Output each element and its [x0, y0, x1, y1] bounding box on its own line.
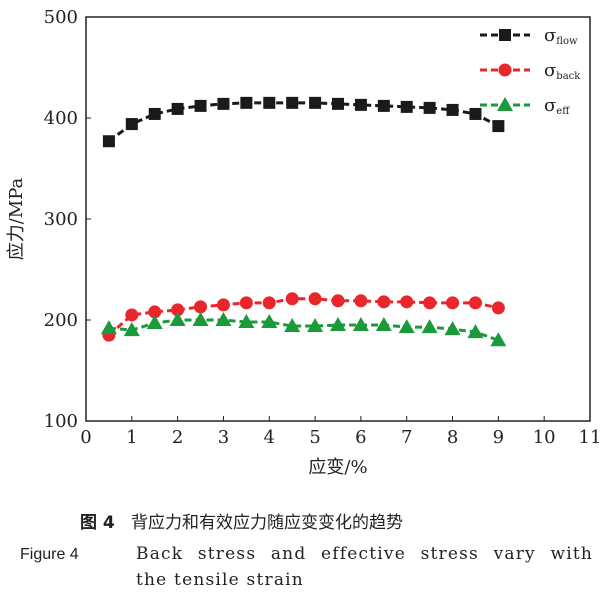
y-tick-label: 500: [44, 7, 78, 28]
x-tick-label: 1: [126, 427, 137, 448]
data-point-back: [194, 300, 208, 314]
x-tick-label: 0: [80, 427, 91, 448]
x-tick-label: 11: [579, 427, 602, 448]
caption-cn: 图 4 背应力和有效应力随应变变化的趋势: [80, 508, 403, 533]
data-point-back: [239, 296, 253, 310]
data-point-back: [285, 292, 299, 306]
data-point-back: [216, 298, 230, 312]
caption-cn-text: 背应力和有效应力随应变变化的趋势: [130, 513, 403, 533]
data-point-eff: [352, 317, 369, 332]
data-point-back: [308, 292, 322, 306]
legend-label-eff: σeff: [544, 95, 570, 117]
legend-label-flow: σflow: [544, 25, 578, 47]
legend-marker-flow: [499, 29, 511, 41]
chart: 0 1 2 3 4 5 6 7 8 9 10 11 100 200 300 400 500 应变/% 应力/MPa σ…: [6, 7, 602, 478]
data-point-flow: [194, 99, 207, 112]
data-point-back: [331, 294, 345, 308]
caption-en-line1: Back stress and effective stress vary wi…: [136, 544, 594, 564]
data-point-flow: [148, 107, 161, 120]
x-tick-label: 4: [264, 427, 275, 448]
x-tick-label: 10: [533, 427, 556, 448]
caption-en-label: Figure 4: [20, 546, 79, 563]
data-point-back: [446, 296, 460, 310]
data-point-eff: [146, 315, 163, 330]
x-axis-label: 应变/%: [308, 457, 367, 478]
data-point-eff: [467, 324, 484, 339]
data-point-flow: [423, 101, 436, 114]
data-point-eff: [261, 314, 278, 329]
y-tick-label: 400: [44, 108, 78, 129]
data-point-flow: [354, 98, 367, 111]
data-point-eff: [123, 322, 140, 337]
caption-cn-label: 图 4: [80, 513, 115, 533]
data-point-back: [491, 301, 505, 315]
data-point-flow: [446, 103, 459, 116]
data-point-flow: [263, 96, 276, 109]
legend-label-back: σback: [544, 60, 581, 82]
x-tick-label: 6: [355, 427, 366, 448]
data-point-flow: [377, 99, 390, 112]
data-point-flow: [492, 120, 505, 133]
data-point-eff: [444, 321, 461, 336]
caption-en-line2: the tensile strain: [136, 570, 304, 590]
y-tick-label: 100: [44, 411, 78, 432]
data-point-eff: [490, 332, 507, 347]
x-tick-label: 2: [172, 427, 183, 448]
legend-marker-back: [498, 63, 512, 77]
y-tick-label: 300: [44, 209, 78, 230]
y-tick-label: 200: [44, 310, 78, 331]
y-axis-label: 应力/MPa: [6, 177, 27, 260]
data-point-back: [262, 296, 276, 310]
series-line-eff: [108, 318, 499, 342]
x-tick-label: 3: [218, 427, 229, 448]
data-point-flow: [125, 118, 138, 131]
legend-marker-eff: [497, 97, 513, 111]
data-point-back: [400, 295, 414, 309]
data-point-eff: [375, 317, 392, 332]
data-point-flow: [102, 135, 115, 148]
data-point-back: [171, 303, 185, 317]
data-point-back: [354, 294, 368, 308]
x-tick-label: 5: [309, 427, 320, 448]
data-point-back: [423, 296, 437, 310]
data-point-back: [377, 295, 391, 309]
data-point-flow: [240, 96, 253, 109]
data-point-flow: [171, 102, 184, 115]
data-point-flow: [286, 96, 299, 109]
data-point-flow: [217, 97, 230, 110]
data-point-eff: [238, 314, 255, 329]
series-line-flow: [108, 101, 500, 143]
data-point-back: [125, 308, 139, 322]
x-tick-label: 7: [401, 427, 412, 448]
data-point-eff: [421, 319, 438, 334]
data-point-back: [468, 296, 482, 310]
data-point-eff: [284, 318, 301, 333]
series-line-back: [107, 297, 499, 337]
data-point-flow: [400, 100, 413, 113]
x-tick-label: 8: [447, 427, 458, 448]
data-point-back: [148, 305, 162, 319]
data-point-flow: [309, 96, 322, 109]
data-point-eff: [215, 312, 232, 326]
data-point-eff: [169, 312, 186, 326]
data-point-eff: [100, 320, 117, 335]
data-point-eff: [398, 319, 415, 334]
data-point-eff: [192, 312, 209, 326]
data-point-eff: [307, 318, 324, 333]
data-point-eff: [330, 317, 346, 332]
data-point-flow: [332, 97, 344, 110]
plot-frame: [85, 16, 591, 422]
x-tick-label: 9: [493, 427, 504, 448]
data-point-flow: [469, 107, 482, 120]
